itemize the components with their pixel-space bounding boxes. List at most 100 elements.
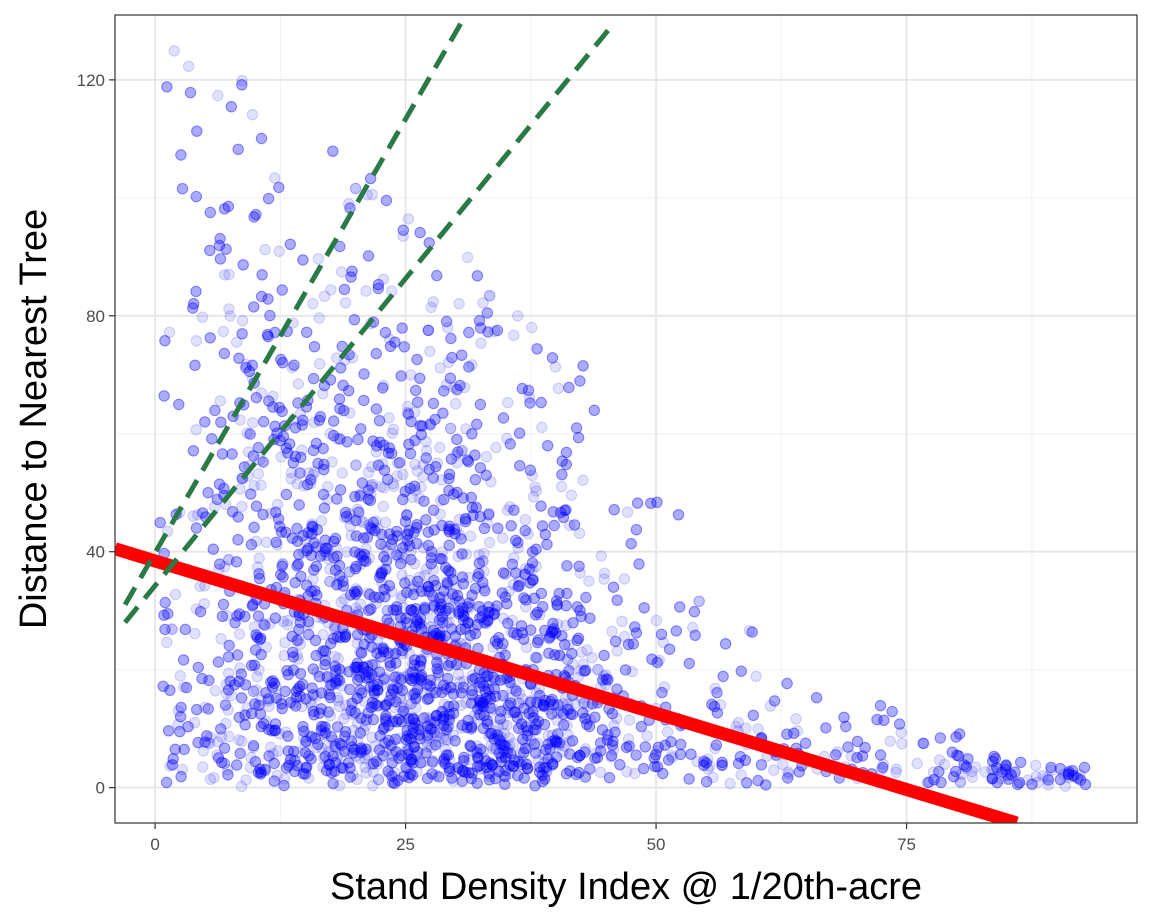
data-point [480,676,492,689]
data-point [387,715,399,728]
data-point [922,776,934,789]
data-point [298,480,310,492]
data-point [428,726,440,738]
data-point [398,671,410,683]
data-point [395,692,407,704]
data-point [366,481,378,493]
data-point [365,479,377,492]
data-point [559,638,571,651]
data-point [479,585,491,597]
data-point [456,719,468,731]
data-point [308,416,320,429]
data-point [294,408,306,420]
data-point [483,290,496,302]
data-point [230,556,243,568]
data-point [478,667,490,679]
data-point [502,743,514,755]
data-point [552,699,564,711]
data-point [159,596,171,609]
data-point [304,730,316,742]
data-point [410,673,422,685]
data-point [302,616,315,628]
data-point [236,735,248,747]
data-point [1032,776,1044,788]
data-point [352,674,364,686]
data-point [415,481,427,493]
data-point [167,753,179,765]
data-point [255,694,267,706]
data-point [520,562,532,574]
data-point [656,686,668,699]
data-point [563,381,575,394]
data-point [501,719,513,731]
data-point [575,610,587,623]
data-point [231,610,243,622]
data-point [438,755,450,767]
data-point [938,758,951,771]
data-point [528,738,541,750]
data-point [422,539,435,552]
data-point [554,650,566,662]
data-point [215,723,227,735]
data-point [257,415,270,428]
data-point [577,658,589,670]
data-point [366,461,378,473]
data-point [662,754,675,766]
data-point [424,621,437,633]
data-point [236,692,248,704]
data-point [425,687,437,699]
data-point [333,577,345,590]
data-point [412,723,425,735]
data-point [444,524,456,536]
data-point [427,397,440,410]
data-point [490,742,502,755]
data-point [403,540,416,552]
data-point [398,341,410,353]
data-point [501,432,513,445]
data-point [223,639,235,652]
data-point [319,659,331,671]
data-point [483,606,495,618]
data-point [414,620,426,632]
data-point [440,749,453,761]
data-point [714,699,727,711]
data-point [409,484,422,496]
data-point [246,359,259,371]
data-point [546,735,558,747]
data-point [571,601,584,613]
data-point [474,696,486,708]
data-point [344,762,356,774]
data-point [414,420,426,432]
data-point [562,698,574,710]
data-point [411,614,423,626]
data-point [393,643,405,656]
data-point [608,504,620,516]
data-point [481,307,493,319]
data-point [255,479,267,491]
data-point [467,745,480,758]
data-point [444,372,457,384]
data-point [322,746,335,758]
data-point [401,509,413,521]
data-point [190,190,203,203]
data-point [187,510,199,522]
data-point [618,573,631,585]
data-point [387,423,400,435]
data-point [522,384,535,397]
data-point [522,528,534,540]
data-point [592,663,604,676]
data-point [226,448,238,460]
data-point [287,651,300,663]
data-point [417,542,430,554]
data-point [282,447,294,459]
data-point [308,341,321,353]
data-point [987,755,999,768]
data-point [502,396,514,409]
data-point [381,545,393,557]
data-point [178,743,190,756]
data-point [662,754,675,766]
data-point [189,359,201,371]
data-point [658,681,671,693]
data-point [404,768,417,780]
data-point [404,447,417,460]
